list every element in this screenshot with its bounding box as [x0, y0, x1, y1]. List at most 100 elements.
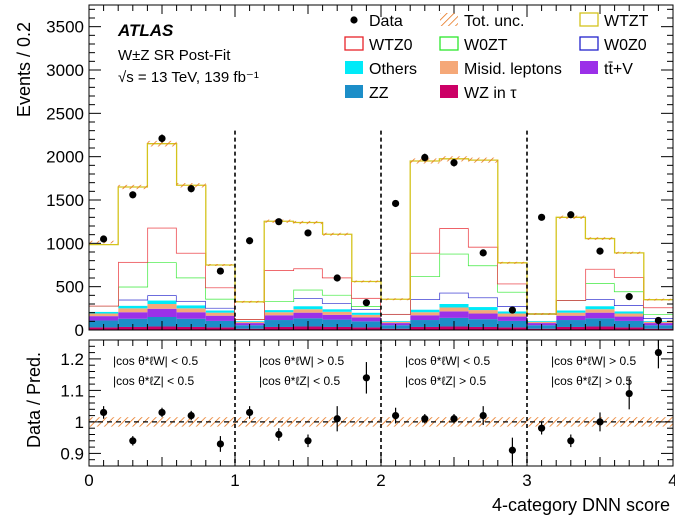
bar-Misidleptons-5 [235, 321, 265, 324]
bar-Misidleptons-15 [527, 321, 557, 324]
ratio-point-19 [654, 349, 663, 357]
unc-bin-5 [235, 300, 265, 303]
bar-bg-WTZT-1 [118, 187, 148, 262]
bar-Misidleptons-14 [497, 313, 527, 317]
bar-bg-W0Z0-13 [468, 297, 498, 308]
bar-bg-WTZ0-19 [643, 307, 673, 315]
legend-swatch-8 [580, 61, 598, 74]
unc-bin-13 [468, 157, 498, 163]
legend-label-2: WTZT [604, 13, 649, 30]
bar-bg-W0Z0-17 [585, 299, 615, 307]
data-point-15 [508, 306, 516, 314]
bar-bg-W0Z0-2 [147, 295, 177, 301]
unc-bin-14 [497, 261, 527, 264]
legend-swatch-5 [579, 36, 599, 51]
region-label-3-0: |cos θ*ℓW| > 0.5 [551, 354, 636, 368]
bar-ZZ-8 [322, 319, 352, 327]
bar-bg-W0Z0-1 [118, 299, 148, 306]
bar-bg-WTZT-14 [497, 262, 527, 284]
ratio-point-5 [246, 408, 254, 417]
ratio-point-17 [596, 418, 604, 426]
bar-bg-WTZT-0 [89, 244, 119, 306]
bar-ttV-17 [585, 312, 615, 319]
bar-Misidleptons-2 [147, 304, 177, 309]
data-point-13 [450, 159, 458, 167]
bar-bg-WTZ0-14 [497, 283, 527, 292]
ratio-point-3 [187, 412, 195, 420]
ytick-label-0: 0 [75, 321, 84, 340]
bar-bg-W0ZT-9 [351, 306, 381, 310]
ytick-label-500: 500 [56, 278, 84, 297]
data-points [100, 134, 663, 325]
ratio-point-4 [216, 440, 224, 448]
data-point-2 [158, 134, 166, 143]
bar-bg-W0Z0-0 [89, 305, 119, 312]
legend-label-10: WZ in τ [464, 85, 517, 102]
bar-Others-10 [381, 320, 411, 322]
experiment-label: ATLAS [117, 21, 174, 40]
bar-bg-WTZT-2 [147, 143, 177, 228]
legend-label-3: WTZ0 [369, 37, 413, 54]
bar-Misidleptons-18 [614, 313, 644, 317]
bar-bg-W0Z0-6 [264, 301, 294, 311]
bar-bg-WTZT-9 [351, 281, 381, 298]
region-labels: |cos θ*ℓW| < 0.5 |cos θ*ℓZ| < 0.5 |cos θ*ℓ… [113, 354, 636, 388]
bar-Misidleptons-9 [351, 314, 381, 318]
bar-bg-W0ZT-12 [439, 253, 469, 293]
bar-Others-17 [585, 306, 615, 310]
bar-Others-12 [439, 304, 469, 308]
ratio-point-8 [333, 415, 341, 423]
bar-ttV-1 [118, 312, 148, 319]
bar-bg-WTZT-10 [381, 299, 411, 314]
bar-bg-WTZT-13 [468, 160, 498, 247]
data-point-6 [246, 237, 254, 245]
xtick-label-2: 2 [376, 471, 385, 490]
legend-swatch-2 [579, 12, 599, 27]
bar-bg-W0Z0-11 [410, 299, 440, 310]
bar-bg-WTZ0-6 [264, 270, 294, 302]
ratio-region-dividers [234, 340, 528, 466]
ratio-point-13 [479, 412, 487, 420]
main-panel: 0 500 1000 1500 2000 2500 3000 3500 [46, 4, 674, 340]
region-label-2-0: |cos θ*ℓW| < 0.5 [405, 354, 490, 368]
bar-bg-WTZT-16 [556, 217, 586, 301]
bar-bg-W0ZT-14 [497, 291, 527, 307]
bar-bg-WTZT-5 [235, 301, 265, 320]
unc-bin-2 [147, 140, 177, 147]
bar-bg-W0ZT-11 [410, 276, 440, 300]
bar-ttV-3 [176, 312, 206, 319]
ratio-point-18 [625, 389, 633, 398]
bar-bg-WTZT-19 [643, 299, 673, 308]
unc-bin-1 [118, 184, 148, 190]
bar-bg-W0Z0-18 [614, 305, 644, 312]
legend-swatch-9 [345, 85, 363, 98]
bar-Misidleptons-13 [468, 310, 498, 314]
bar-bg-W0Z0-9 [351, 309, 381, 313]
bar-ttV-0 [89, 316, 119, 321]
bar-bg-WTZ0-17 [585, 268, 615, 284]
ytick-label-1000: 1000 [46, 234, 84, 253]
legend: Data Tot. unc. WTZT WTZ0 W0ZT W0Z0 Others Misid… [344, 12, 649, 102]
unc-bin-4 [205, 264, 235, 266]
bar-ZZ-13 [468, 319, 498, 327]
ytick-label-3500: 3500 [46, 18, 84, 37]
bar-bg-WTZ0-2 [147, 227, 177, 263]
bar-ttV-14 [497, 316, 527, 321]
ratio-point-14 [508, 446, 516, 454]
bar-bg-W0Z0-10 [381, 313, 411, 321]
data-point-3 [187, 185, 195, 193]
data-point-14 [479, 249, 487, 257]
bar-Misidleptons-16 [556, 312, 586, 316]
data-point-0 [100, 235, 108, 243]
unc-bin-19 [643, 298, 673, 301]
bar-Others-3 [176, 305, 206, 309]
bar-bg-W0Z0-12 [439, 292, 469, 304]
bar-Misidleptons-10 [381, 321, 411, 324]
bar-Others-9 [351, 312, 381, 315]
bar-ttV-16 [556, 315, 586, 321]
legend-swatch-10 [440, 85, 458, 98]
bar-bg-W0ZT-8 [322, 294, 352, 304]
bar-ZZ-11 [410, 320, 440, 327]
ratio-point-12 [450, 415, 458, 423]
data-point-4 [216, 267, 224, 275]
